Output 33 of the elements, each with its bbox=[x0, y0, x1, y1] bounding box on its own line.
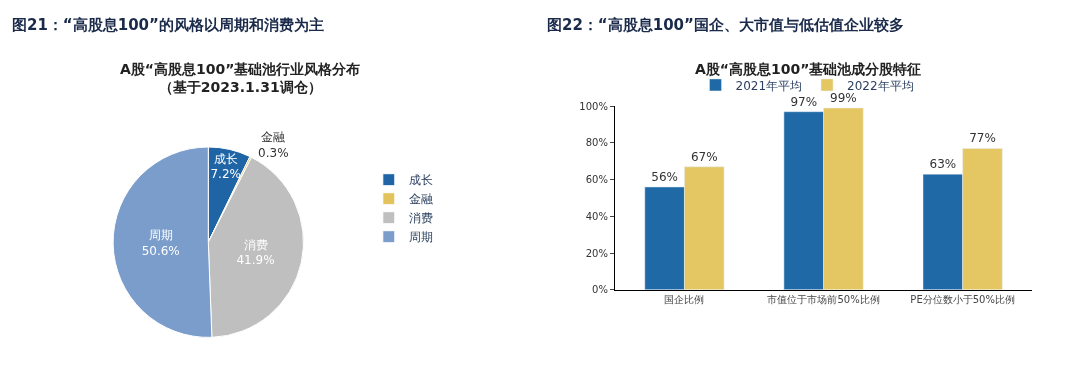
x-tick-label: 市值位于市场前50%比例 bbox=[767, 293, 880, 305]
data-label: 63% bbox=[929, 157, 957, 172]
x-tick-label: PE分位数小于50%比例 bbox=[910, 293, 1015, 305]
legend-label: 消费 bbox=[408, 211, 433, 226]
legend-label: 2022年平均 bbox=[847, 78, 914, 93]
y-tick-label: 100% bbox=[579, 100, 608, 112]
data-label: 7.2% bbox=[210, 167, 241, 182]
data-label: 67% bbox=[690, 149, 718, 164]
slice-label: 成长 bbox=[213, 151, 238, 166]
chart-title: 图22：“高股息100”国企、大市值与低估值企业较多 bbox=[547, 16, 904, 34]
chart-subtitle: A股“高股息100”基础池行业风格分布（基于2023.1.31调仓） bbox=[120, 61, 361, 96]
data-label: 99% bbox=[830, 91, 857, 106]
data-label: 97% bbox=[790, 94, 818, 109]
chart-title: 图21：“高股息100”的风格以周期和消费为主 bbox=[12, 16, 324, 34]
legend-label: 金融 bbox=[408, 192, 433, 207]
y-tick-label: 0% bbox=[592, 284, 608, 296]
legend-label: 2021年平均 bbox=[735, 78, 803, 93]
legend-label: 成长 bbox=[408, 173, 433, 188]
chart-subtitle: A股“高股息100”基础池成分股特征 bbox=[695, 61, 922, 77]
y-tick-label: 40% bbox=[585, 210, 608, 222]
slice-label: 金融 bbox=[261, 130, 286, 145]
y-tick-label: 80% bbox=[585, 137, 608, 149]
x-tick-label: 国企比例 bbox=[664, 293, 705, 305]
y-tick-label: 20% bbox=[585, 247, 608, 259]
data-label: 41.9% bbox=[236, 253, 275, 268]
y-tick-label: 60% bbox=[585, 174, 608, 186]
slice-label: 周期 bbox=[148, 228, 173, 243]
data-label: 77% bbox=[969, 131, 996, 146]
data-label: 56% bbox=[651, 169, 678, 184]
data-label: 0.3% bbox=[258, 145, 289, 160]
slice-label: 消费 bbox=[243, 237, 268, 252]
data-label: 50.6% bbox=[141, 243, 180, 258]
legend-label: 周期 bbox=[408, 230, 433, 245]
